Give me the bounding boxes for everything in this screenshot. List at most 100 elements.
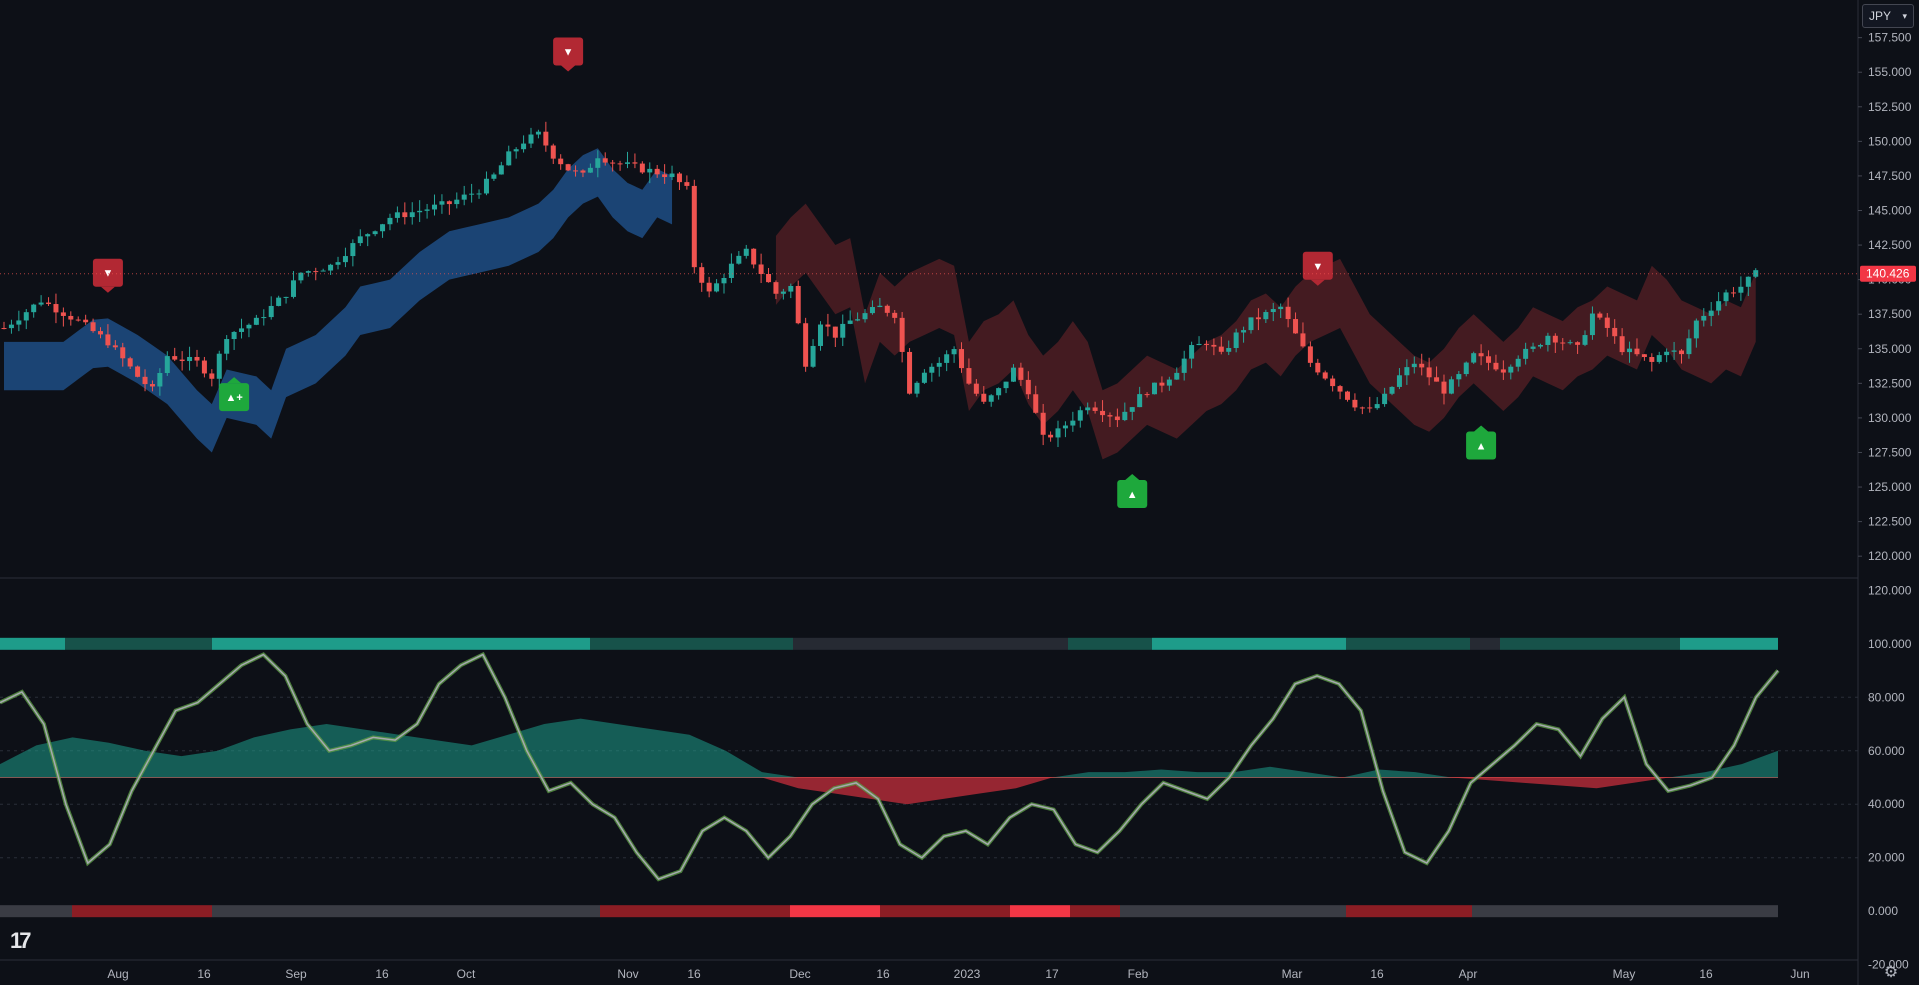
candle-body xyxy=(788,285,794,292)
price-tick-label: 120.000 xyxy=(1868,549,1912,563)
momentum-heat-segment xyxy=(790,905,880,918)
candle-body xyxy=(1723,292,1729,302)
price-tick-label: 137.500 xyxy=(1868,307,1912,321)
candle-body xyxy=(446,201,452,205)
candle-body xyxy=(239,328,245,332)
osc-line xyxy=(0,653,1779,880)
candle-body xyxy=(1055,428,1061,438)
candle-body xyxy=(921,372,927,383)
date-tick-label: 16 xyxy=(1370,967,1384,981)
candle-body xyxy=(394,212,400,218)
candle-body xyxy=(721,277,727,284)
candle-body xyxy=(1693,320,1699,339)
candle-body xyxy=(83,319,89,323)
candle-body xyxy=(201,360,207,374)
candle-body xyxy=(1478,353,1484,357)
candle-body xyxy=(1374,404,1380,409)
candle-body xyxy=(380,224,386,232)
candle-body xyxy=(1048,434,1054,438)
candle-body xyxy=(1745,276,1751,287)
candle-body xyxy=(1753,270,1759,277)
candle-body xyxy=(105,334,111,346)
signal-box xyxy=(1466,431,1497,460)
candle-body xyxy=(1189,345,1195,359)
candle-body xyxy=(973,383,979,394)
candle-body xyxy=(1300,333,1306,347)
candle-body xyxy=(1671,350,1677,352)
currency-selector[interactable]: JPY ▾ xyxy=(1862,4,1914,28)
candle-body xyxy=(1003,381,1009,389)
candle-body xyxy=(313,271,319,273)
trend-heat-segment xyxy=(793,637,1068,650)
signal-box xyxy=(553,37,584,66)
momentum-heat-segment xyxy=(0,905,72,918)
candle-body xyxy=(1434,377,1440,382)
candle-body xyxy=(305,271,311,273)
candle-body xyxy=(573,170,579,172)
candle-body xyxy=(1233,332,1239,349)
osc-tick-label: 20.000 xyxy=(1868,851,1905,865)
candle-body xyxy=(1500,369,1506,373)
candle-body xyxy=(424,209,430,211)
candle-body xyxy=(773,282,779,294)
price-tick-label: 157.500 xyxy=(1868,31,1912,45)
date-tick-label: Dec xyxy=(789,967,810,981)
candle-body xyxy=(409,212,415,218)
candle-body xyxy=(535,131,541,135)
date-tick-label: 16 xyxy=(375,967,389,981)
candle-body xyxy=(988,395,994,402)
candle-body xyxy=(684,182,690,186)
date-tick-label: 2023 xyxy=(954,967,981,981)
candle-body xyxy=(164,356,170,373)
candle-body xyxy=(290,280,296,297)
osc-tick-label: 60.000 xyxy=(1868,744,1905,758)
candle-body xyxy=(1107,415,1113,417)
osc-tick-label: 40.000 xyxy=(1868,797,1905,811)
momentum-heat-segment xyxy=(212,905,600,918)
signal-pointer xyxy=(1310,279,1325,286)
candle-body xyxy=(1278,306,1284,310)
candle-body xyxy=(996,388,1002,396)
candle-body xyxy=(676,173,682,183)
candle-body xyxy=(1463,362,1469,375)
signal-label: ▲ xyxy=(1476,441,1487,453)
candle-body xyxy=(1730,292,1736,294)
candle-body xyxy=(1419,363,1425,368)
candle-body xyxy=(498,165,504,175)
candle-body xyxy=(461,194,467,200)
candle-body xyxy=(847,320,853,324)
candle-body xyxy=(320,270,326,272)
candle-body xyxy=(1307,346,1313,363)
candle-body xyxy=(1679,350,1685,355)
gear-icon[interactable]: ⚙ xyxy=(1883,964,1899,981)
candle-body xyxy=(662,174,668,178)
candle-body xyxy=(1322,372,1328,379)
candle-body xyxy=(580,170,586,173)
candle-body xyxy=(157,372,163,387)
candle-body xyxy=(172,356,178,360)
momentum-heat-segment xyxy=(1472,905,1778,918)
signal-marker-buy: ▲ xyxy=(1466,425,1497,460)
date-tick-label: Jun xyxy=(1790,967,1809,981)
candle-body xyxy=(624,162,630,164)
candle-body xyxy=(253,317,259,325)
candle-body xyxy=(483,178,489,194)
candle-body xyxy=(1144,394,1150,396)
signal-marker-sell: ▼ xyxy=(553,37,584,72)
date-tick-label: Feb xyxy=(1128,967,1149,981)
candle-body xyxy=(97,331,103,335)
candle-body xyxy=(335,262,341,265)
candle-body xyxy=(1575,342,1581,345)
candle-body xyxy=(528,134,534,144)
osc-area-bear xyxy=(0,777,1778,805)
candle-body xyxy=(1367,407,1373,409)
trend-heat-segment xyxy=(1500,637,1680,650)
candle-body xyxy=(1226,348,1232,352)
date-tick-label: 16 xyxy=(1699,967,1713,981)
candle-body xyxy=(714,283,720,292)
candle-body xyxy=(543,131,549,146)
candle-body xyxy=(60,312,66,316)
candle-body xyxy=(1738,286,1744,293)
last-price-badge xyxy=(1860,265,1916,282)
